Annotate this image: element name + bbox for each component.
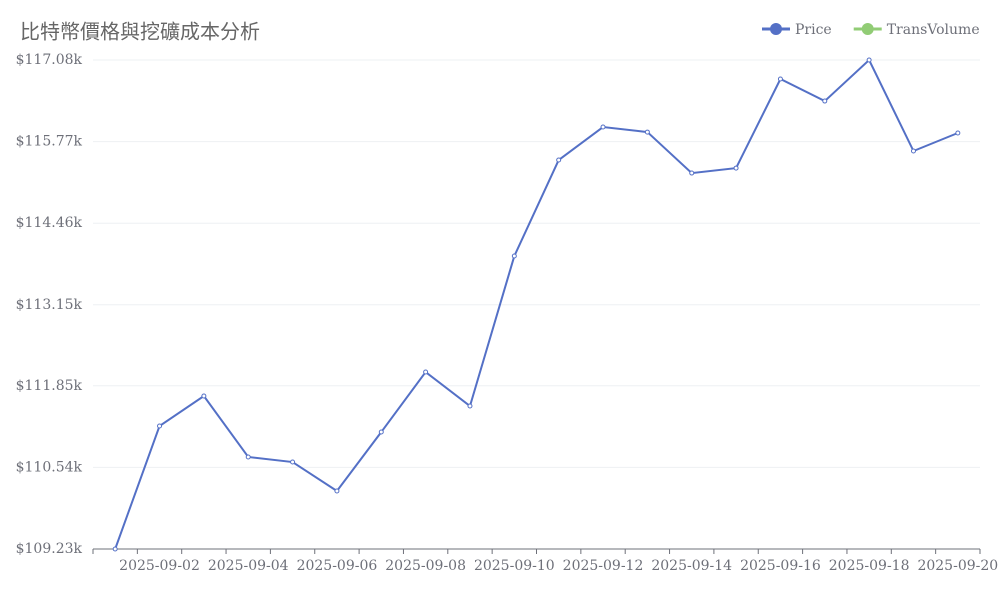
- data-point: [423, 369, 429, 375]
- y-tick-label: $109.23k: [16, 541, 83, 557]
- x-tick-label: 2025-09-04: [208, 558, 289, 574]
- x-tick-label: 2025-09-16: [740, 558, 821, 574]
- legend-icon-dot: [861, 23, 874, 35]
- data-point: [866, 57, 872, 63]
- x-tick-label: 2025-09-12: [563, 558, 644, 574]
- data-point: [600, 124, 606, 130]
- x-tick-label: 2025-09-02: [119, 558, 200, 574]
- data-point: [689, 170, 695, 176]
- legend-icon-dot: [770, 23, 782, 35]
- data-point: [556, 157, 562, 163]
- data-point: [201, 393, 207, 399]
- x-tick-label: 2025-09-06: [297, 558, 378, 574]
- x-tick-label: 2025-09-08: [385, 558, 466, 574]
- price-line: [114, 58, 959, 550]
- y-tick-label: $115.77k: [16, 134, 83, 150]
- data-point: [245, 454, 251, 460]
- data-point: [467, 403, 473, 409]
- data-point: [822, 98, 828, 104]
- y-tick-label: $113.15k: [16, 297, 83, 313]
- data-point: [910, 148, 916, 154]
- data-point: [777, 76, 783, 82]
- data-point: [112, 546, 118, 552]
- x-tick-label: 2025-09-14: [651, 558, 732, 574]
- x-tick-label: 2025-09-10: [474, 558, 555, 574]
- legend-label: TransVolume: [887, 22, 980, 38]
- x-tick-label: 2025-09-20: [917, 558, 998, 574]
- data-point: [157, 423, 163, 429]
- data-point: [955, 130, 961, 136]
- data-point: [511, 253, 517, 259]
- x-tick-label: 2025-09-18: [829, 558, 910, 574]
- y-tick-label: $117.08k: [16, 52, 83, 68]
- data-point: [290, 459, 296, 465]
- y-tick-label: $110.54k: [16, 459, 83, 475]
- legend-label: Price: [795, 22, 832, 38]
- y-tick-label: $111.85k: [16, 378, 83, 394]
- y-tick-label: $114.46k: [16, 215, 83, 231]
- data-point: [644, 129, 650, 135]
- chart-title: 比特幣價格與挖礦成本分析: [20, 20, 260, 44]
- data-point: [334, 488, 340, 494]
- data-point: [378, 429, 384, 435]
- data-point: [733, 165, 739, 171]
